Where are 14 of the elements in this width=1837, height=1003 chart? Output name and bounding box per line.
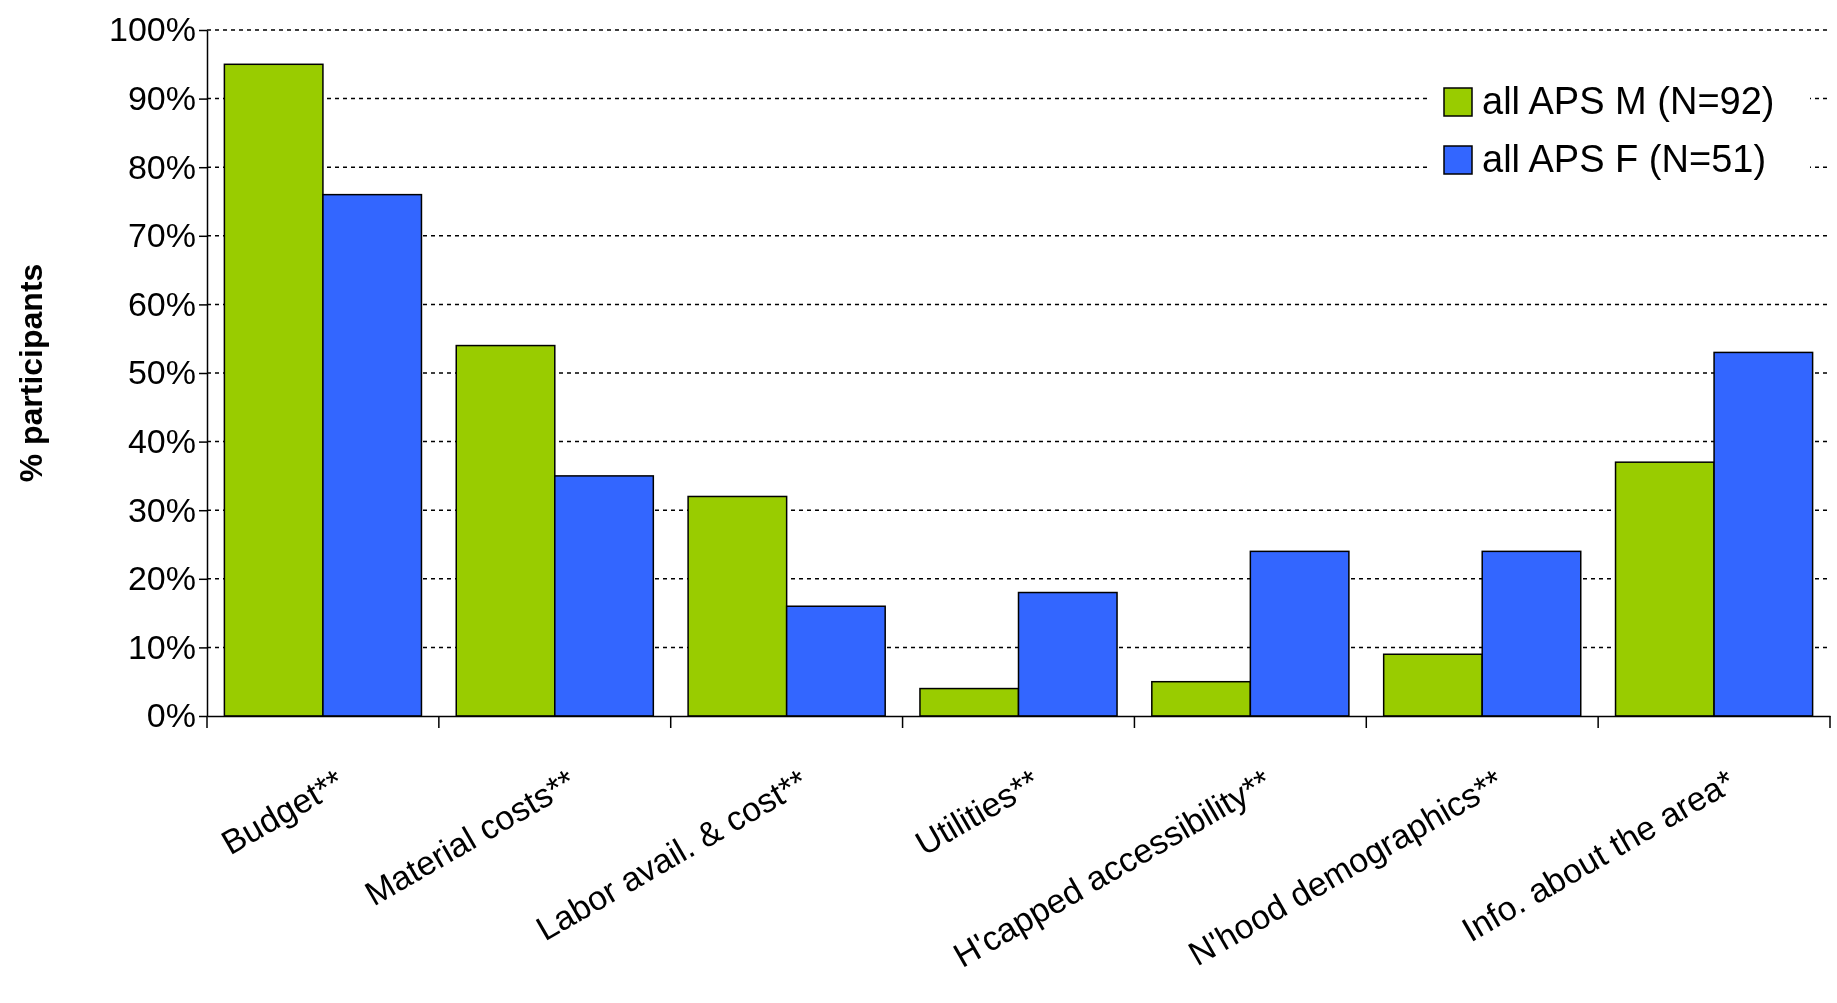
- y-tick-label: 0%: [146, 696, 196, 735]
- y-tick-label: 60%: [127, 284, 196, 323]
- y-axis-title: % participants: [13, 263, 49, 483]
- y-tick-label: 10%: [127, 627, 196, 666]
- legend-label: all APS M (N=92): [1482, 80, 1775, 122]
- y-tick-label: 100%: [109, 10, 196, 49]
- y-tick-label: 90%: [127, 78, 196, 117]
- legend-label: all APS F (N=51): [1482, 138, 1767, 180]
- y-tick-label: 40%: [127, 421, 196, 460]
- y-tick-label: 50%: [127, 353, 196, 392]
- y-tick-label: 30%: [127, 490, 196, 529]
- y-tick-label: 80%: [127, 147, 196, 186]
- y-tick-label: 20%: [127, 559, 196, 598]
- y-tick-label: 70%: [127, 216, 196, 255]
